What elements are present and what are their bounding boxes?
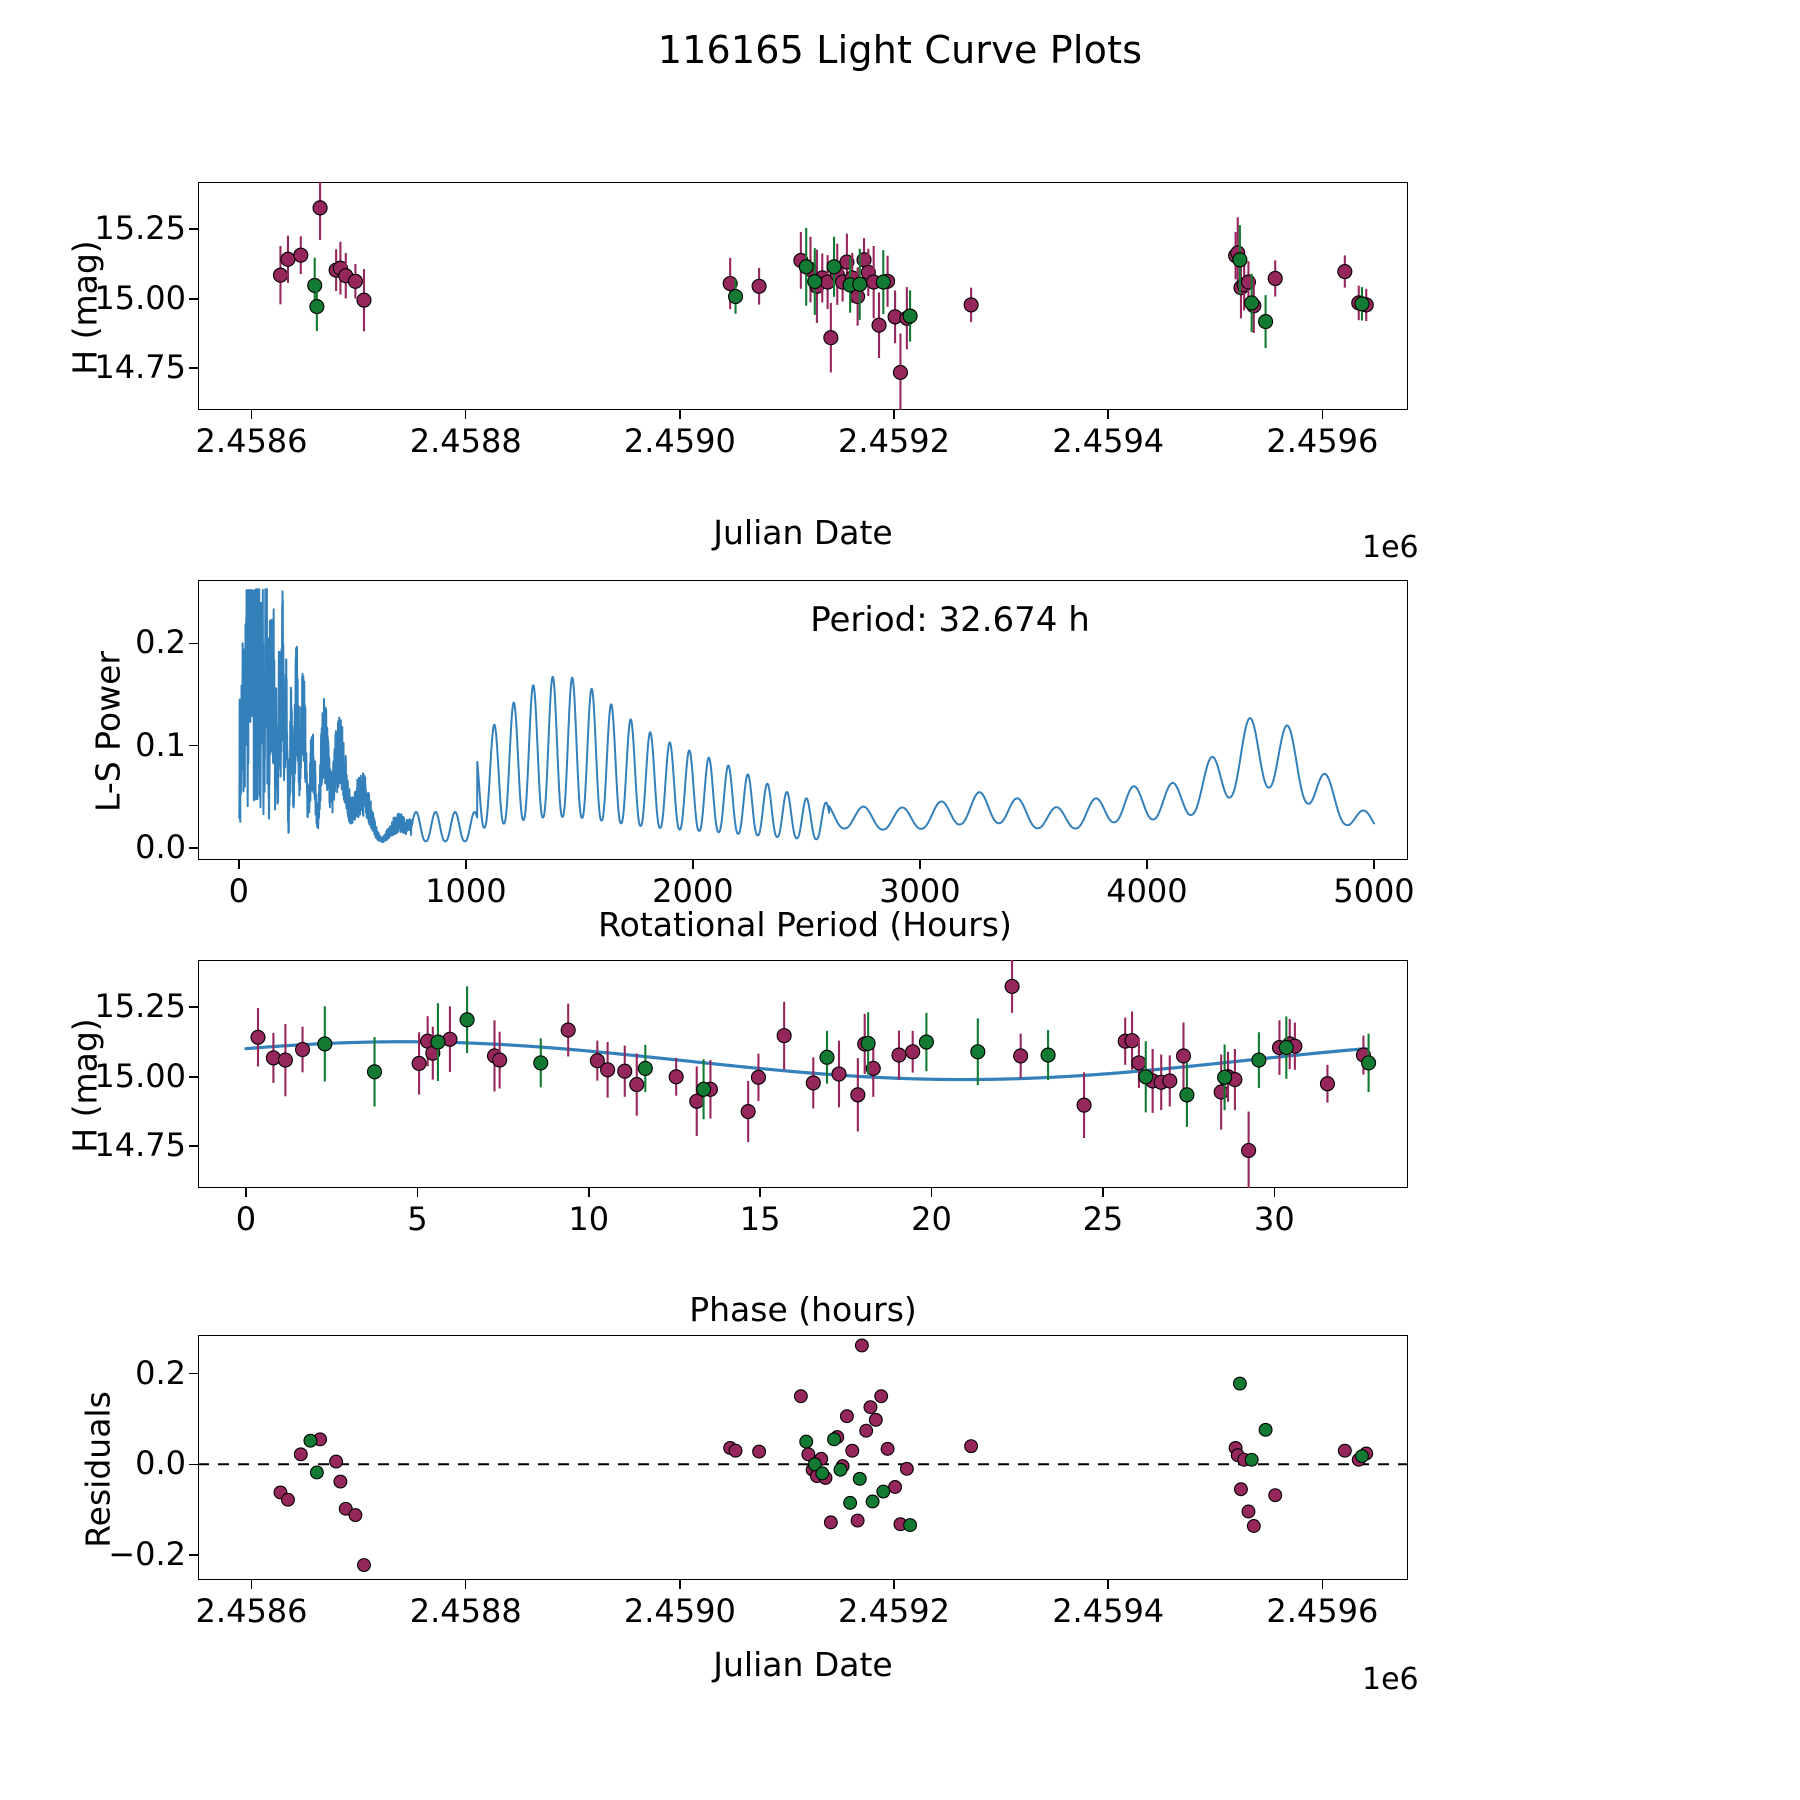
lightcurve-xtick-mark (464, 410, 467, 419)
lightcurve-x-offset-text: 1e6 (1362, 530, 1419, 565)
phasefold-axes-frame (198, 960, 1408, 1188)
phasefold-xtick-mark (759, 1188, 761, 1197)
residuals-xtick: 2.4596 (1266, 1592, 1379, 1630)
lightcurve-xtick-mark (1321, 410, 1324, 419)
phasefold-xtick: 5 (407, 1200, 428, 1238)
residuals-xtick-mark (679, 1580, 681, 1589)
residuals-xtick: 2.4590 (623, 1592, 736, 1630)
periodogram-xtick-mark (238, 860, 240, 869)
residuals-ytick: −0.2 (108, 1535, 186, 1574)
phasefold-xtick: 0 (235, 1200, 257, 1238)
residuals-ytick-mark (189, 1463, 198, 1466)
periodogram-ytick-mark (189, 642, 198, 645)
lightcurve-xtick: 2.4586 (195, 422, 308, 460)
lightcurve-ytick-mark (189, 367, 198, 370)
lightcurve-xtick: 2.4588 (409, 422, 522, 460)
period-annotation: Period: 32.674 h (810, 600, 1090, 640)
panel-lightcurve (198, 182, 1408, 410)
periodogram-xtick: 4000 (1106, 872, 1188, 910)
lightcurve-xtick: 2.4594 (1052, 422, 1165, 460)
phasefold-ytick: 14.75 (94, 1126, 186, 1165)
lightcurve-plot-area (272, 182, 1374, 410)
panel-phasefold (198, 960, 1408, 1188)
residuals-xtick-mark (250, 1580, 253, 1589)
lightcurve-xtick-mark (1107, 410, 1109, 419)
phasefold-xtick-mark (245, 1188, 247, 1197)
residuals-xtick: 2.4588 (409, 1592, 522, 1630)
phasefold-xlabel: Phase (hours) (689, 1290, 917, 1329)
phasefold-ytick: 15.25 (94, 987, 186, 1026)
phasefold-xtick: 25 (1082, 1200, 1124, 1238)
phasefold-xtick: 30 (1253, 1200, 1295, 1238)
lightcurve-xtick: 2.4596 (1266, 422, 1379, 460)
periodogram-ytick: 0.1 (135, 725, 186, 764)
phasefold-xtick-mark (1102, 1188, 1104, 1197)
residuals-x-offset-text: 1e6 (1362, 1662, 1419, 1697)
residuals-xtick: 2.4592 (838, 1592, 950, 1630)
periodogram-ytick: 0.2 (135, 623, 186, 662)
periodogram-xtick-mark (692, 860, 694, 869)
phasefold-xtick: 10 (568, 1200, 610, 1238)
periodogram-xtick-mark (465, 860, 467, 869)
lightcurve-ytick: 14.75 (94, 348, 186, 387)
lightcurve-xtick-mark (893, 410, 895, 419)
residuals-ytick-mark (189, 1372, 198, 1375)
residuals-ytick: 0.0 (135, 1444, 186, 1483)
phasefold-xtick-mark (587, 1188, 590, 1197)
periodogram-xlabel: Rotational Period (Hours) (598, 905, 1012, 944)
phasefold-xtick-mark (930, 1188, 933, 1197)
phasefold-xtick-mark (416, 1188, 419, 1197)
residuals-ytick: 0.2 (135, 1353, 186, 1392)
lightcurve-ytick-mark (189, 228, 198, 231)
lightcurve-ytick: 15.25 (94, 209, 186, 248)
periodogram-xtick: 3000 (879, 872, 961, 910)
periodogram-xtick: 2000 (652, 872, 734, 910)
phasefold-ytick-mark (189, 1075, 198, 1078)
phasefold-xtick: 15 (739, 1200, 781, 1238)
phasefold-xtick-mark (1273, 1188, 1276, 1197)
lightcurve-xtick: 2.4592 (838, 422, 950, 460)
lightcurve-xlabel: Julian Date (713, 513, 893, 552)
periodogram-ytick: 0.0 (135, 827, 186, 866)
lightcurve-xtick-mark (250, 410, 253, 419)
periodogram-plot-area (238, 588, 1375, 844)
residuals-xtick-mark (464, 1580, 467, 1589)
page-title: 116165 Light Curve Plots (657, 28, 1143, 72)
periodogram-xtick: 1000 (425, 872, 507, 910)
residuals-xtick: 2.4594 (1052, 1592, 1165, 1630)
periodogram-xtick: 0 (228, 872, 250, 910)
periodogram-ytick-mark (189, 744, 198, 747)
panel-residuals (198, 1335, 1408, 1580)
periodogram-xtick-mark (1373, 860, 1375, 869)
lightcurve-axes-frame (198, 182, 1408, 410)
phasefold-xtick: 20 (911, 1200, 952, 1238)
lightcurve-ytick-mark (189, 297, 198, 300)
periodogram-xtick-mark (919, 860, 921, 869)
residuals-plot-area (198, 1338, 1408, 1572)
lightcurve-xtick-mark (679, 410, 681, 419)
phasefold-ytick-mark (189, 1145, 198, 1148)
periodogram-xtick-mark (1146, 860, 1148, 869)
residuals-ytick-mark (189, 1554, 198, 1556)
lightcurve-ytick: 15.00 (94, 278, 186, 317)
residuals-xtick-mark (1107, 1580, 1109, 1589)
phasefold-ytick-mark (189, 1006, 198, 1009)
phasefold-ytick: 15.00 (94, 1056, 186, 1095)
residuals-xlabel: Julian Date (713, 1645, 893, 1684)
periodogram-xtick: 5000 (1333, 872, 1415, 910)
periodogram-ytick-mark (189, 846, 198, 849)
phasefold-plot-area (244, 960, 1377, 1188)
residuals-xtick-mark (1321, 1580, 1324, 1589)
lightcurve-xtick: 2.4590 (623, 422, 736, 460)
panel-periodogram (198, 580, 1408, 860)
residuals-xtick: 2.4586 (195, 1592, 308, 1630)
residuals-xtick-mark (893, 1580, 895, 1589)
